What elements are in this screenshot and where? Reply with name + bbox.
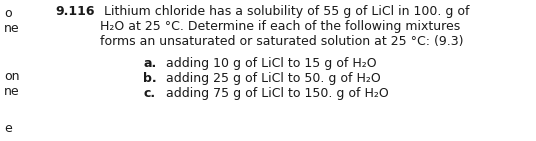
- Text: b.: b.: [143, 72, 157, 85]
- Text: H₂O at 25 °C. Determine if each of the following mixtures: H₂O at 25 °C. Determine if each of the f…: [100, 20, 460, 33]
- Text: forms an unsaturated or saturated solution at 25 °C: (9.3): forms an unsaturated or saturated soluti…: [100, 35, 464, 48]
- Text: adding 10 g of LiCl to 15 g of H₂O: adding 10 g of LiCl to 15 g of H₂O: [158, 57, 377, 70]
- Text: adding 25 g of LiCl to 50. g of H₂O: adding 25 g of LiCl to 50. g of H₂O: [158, 72, 381, 85]
- Text: c.: c.: [143, 87, 155, 100]
- Text: o: o: [4, 7, 12, 20]
- Text: ne: ne: [4, 22, 20, 35]
- Text: a.: a.: [143, 57, 157, 70]
- Text: ne: ne: [4, 85, 20, 98]
- Text: on: on: [4, 70, 19, 83]
- Text: adding 75 g of LiCl to 150. g of H₂O: adding 75 g of LiCl to 150. g of H₂O: [158, 87, 389, 100]
- Text: 9.116: 9.116: [55, 5, 94, 18]
- Text: e: e: [4, 122, 12, 135]
- Text: Lithium chloride has a solubility of 55 g of LiCl in 100. g of: Lithium chloride has a solubility of 55 …: [100, 5, 470, 18]
